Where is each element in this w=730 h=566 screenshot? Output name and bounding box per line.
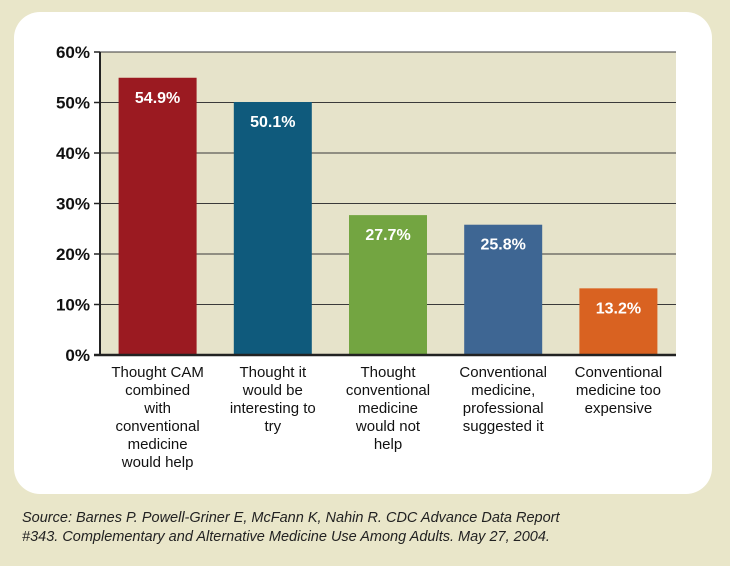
- category-label: medicine: [128, 436, 188, 453]
- category-label: Conventional: [575, 364, 663, 381]
- data-label: 13.2%: [596, 300, 641, 317]
- category-label: conventional: [115, 418, 199, 435]
- y-tick-label: 0%: [65, 346, 90, 365]
- source-line-1: Source: Barnes P. Powell-Griner E, McFan…: [22, 510, 560, 526]
- source-line-2: #343. Complementary and Alternative Medi…: [22, 529, 550, 545]
- category-label: help: [374, 436, 402, 453]
- category-label: professional: [463, 400, 544, 417]
- source-citation: Source: Barnes P. Powell-Griner E, McFan…: [22, 509, 712, 547]
- y-tick-label: 30%: [56, 195, 90, 214]
- category-label: Thought it: [239, 364, 307, 381]
- y-tick-label: 60%: [56, 43, 90, 62]
- category-label: combined: [125, 382, 190, 399]
- axes: [94, 51, 676, 357]
- bar: [579, 288, 658, 355]
- category-label: suggested it: [463, 418, 545, 435]
- data-label: 27.7%: [365, 227, 410, 244]
- category-label: medicine: [358, 400, 418, 417]
- category-label: medicine,: [471, 382, 535, 399]
- y-tick-label: 10%: [56, 296, 90, 315]
- bar: [233, 101, 312, 356]
- category-label: expensive: [585, 400, 653, 417]
- labels: 0% 10% 20% 30% 40% 50% 60% 54.9% Thought CAMcomb…: [56, 43, 662, 471]
- category-label: Thought CAM: [111, 364, 204, 381]
- category-label: would be: [242, 382, 303, 399]
- data-label: 50.1%: [250, 114, 295, 131]
- bar: [349, 215, 427, 355]
- category-label: would help: [121, 454, 194, 471]
- category-label: conventional: [346, 382, 430, 399]
- category-label: interesting to: [230, 400, 316, 417]
- category-label: try: [264, 418, 281, 435]
- y-tick-label: 20%: [56, 245, 90, 264]
- data-label: 25.8%: [481, 237, 526, 254]
- category-label: medicine too: [576, 382, 661, 399]
- category-label: Thought: [360, 364, 416, 381]
- y-tick-label: 50%: [56, 94, 90, 113]
- bar: [118, 77, 197, 355]
- category-label: would not: [355, 418, 421, 435]
- data-label: 54.9%: [135, 90, 180, 107]
- bar-chart: 0% 10% 20% 30% 40% 50% 60% 54.9% Thought CAMcomb…: [56, 43, 676, 471]
- y-tick-label: 40%: [56, 144, 90, 163]
- bars: [118, 77, 658, 356]
- bar: [464, 224, 543, 355]
- category-label: Conventional: [459, 364, 547, 381]
- category-label: with: [143, 400, 171, 417]
